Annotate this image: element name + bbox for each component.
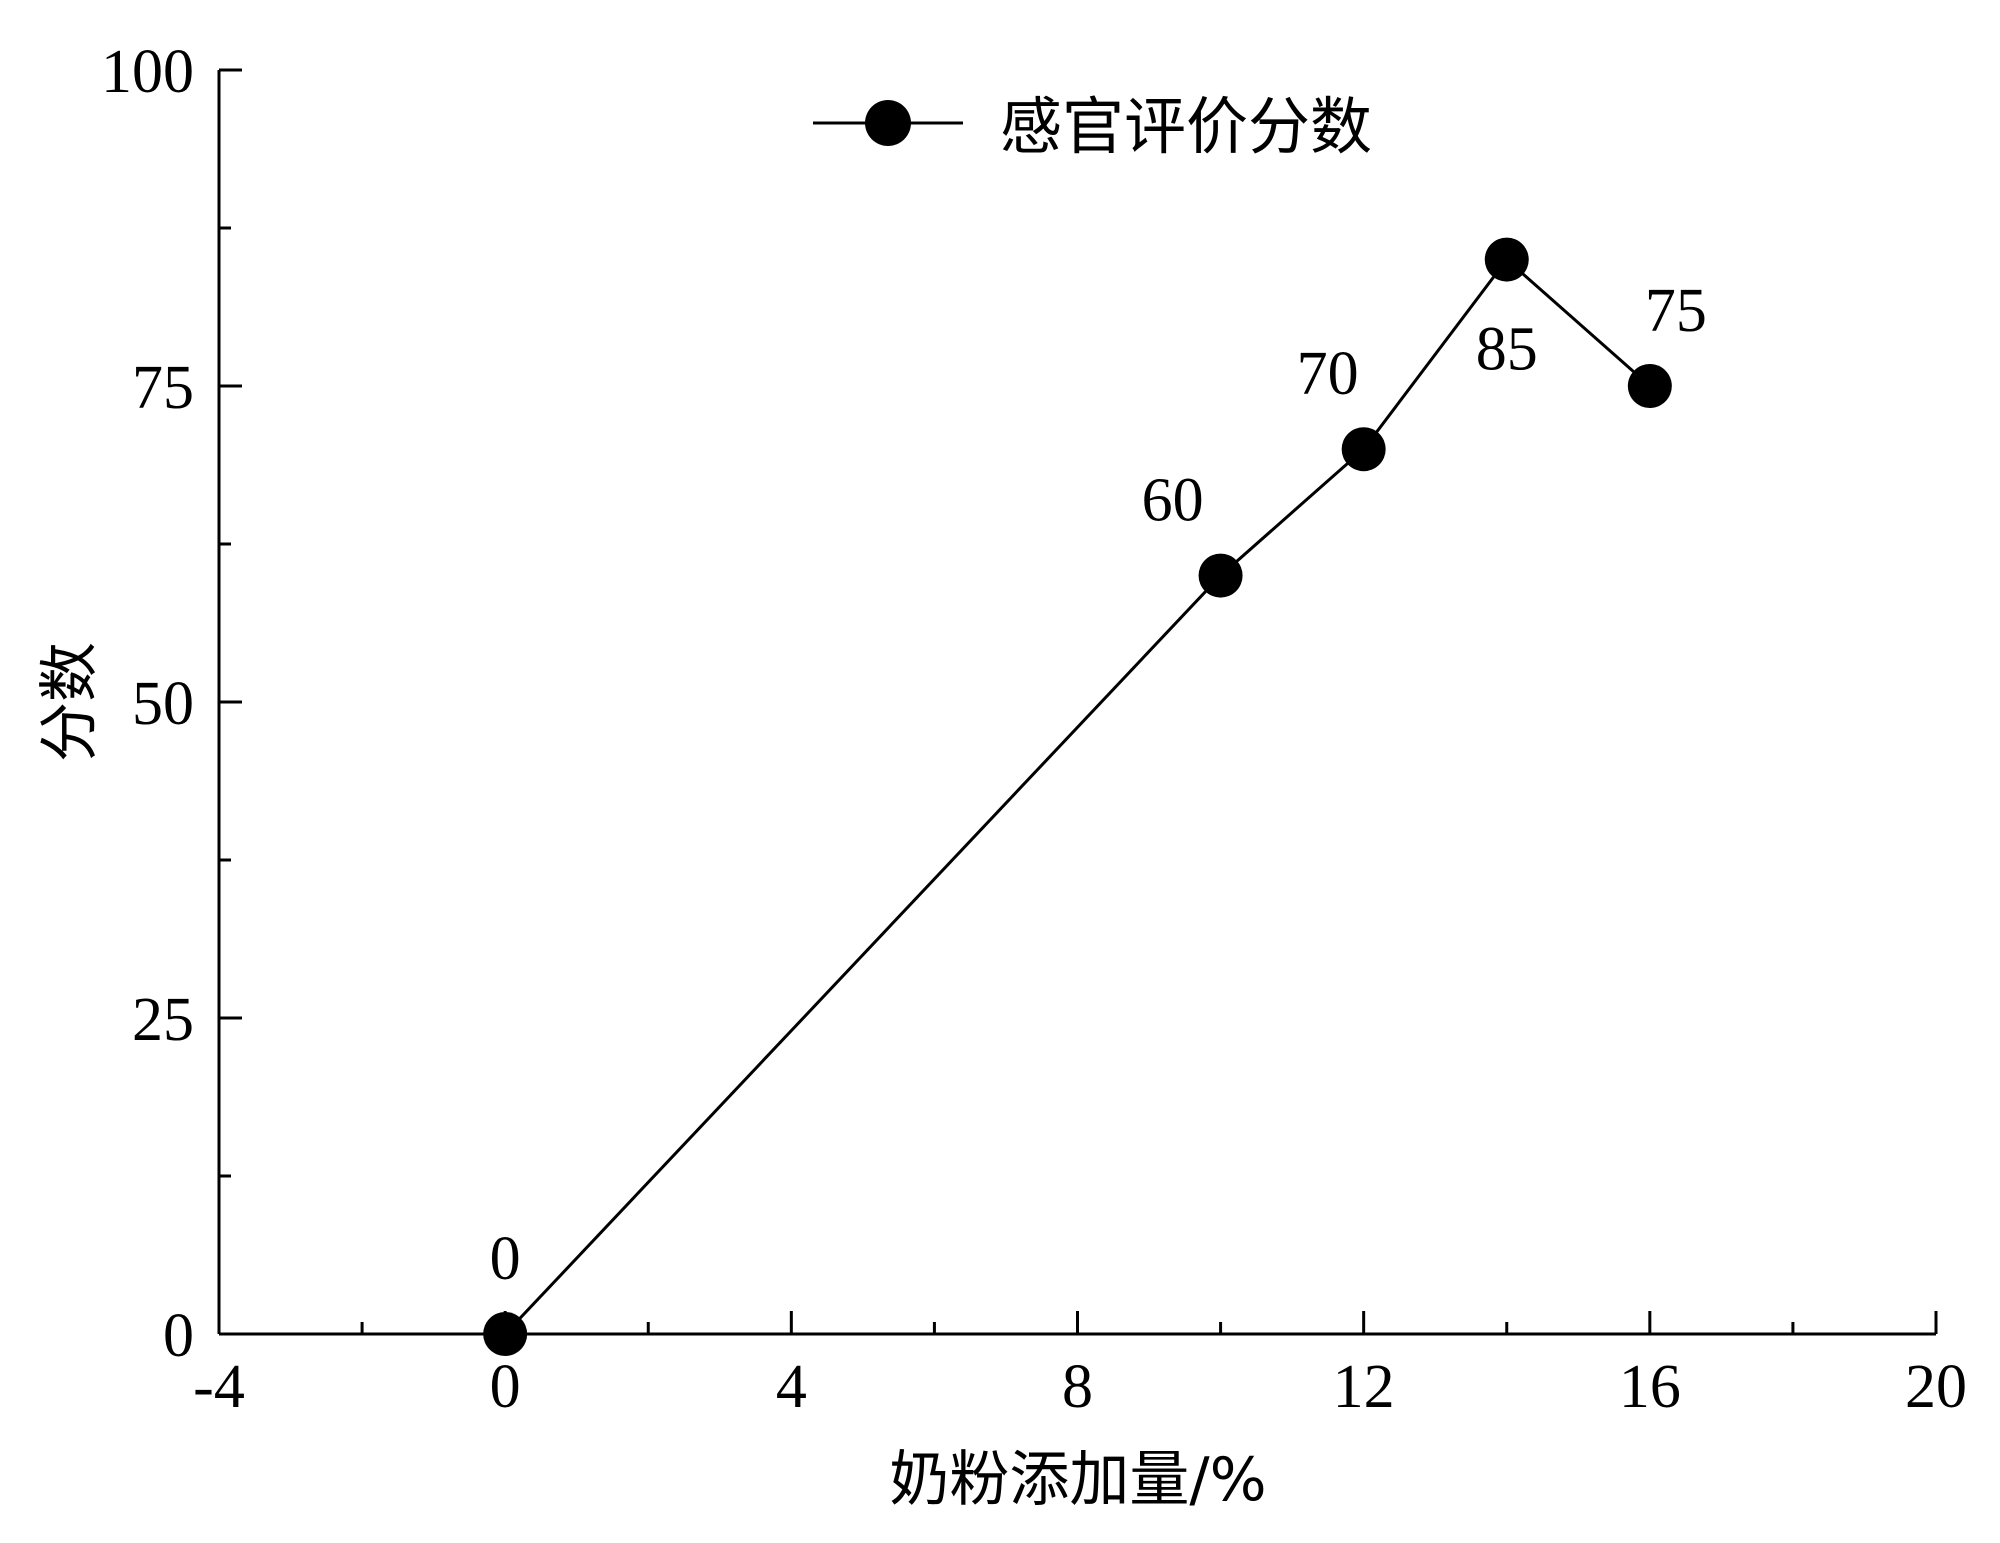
- x-axis-title: 奶粉添加量/%: [889, 1445, 1266, 1515]
- y-tick-label: 100: [101, 38, 194, 106]
- x-tick-label: 4: [776, 1353, 807, 1421]
- legend-marker: [865, 100, 911, 146]
- axes: [217, 70, 1936, 1336]
- data-label: 70: [1297, 340, 1359, 408]
- y-tick-label: 50: [132, 670, 194, 738]
- x-tick-label: 16: [1619, 1353, 1681, 1421]
- y-axis-title: 分数: [35, 642, 105, 762]
- x-tick-label: 0: [490, 1353, 521, 1421]
- y-tick-label: 0: [163, 1302, 194, 1370]
- x-tick-label: 20: [1905, 1353, 1967, 1421]
- series-line: [504, 257, 1651, 1336]
- data-label: 0: [490, 1225, 521, 1293]
- data-point: [1484, 237, 1529, 282]
- data-label: 75: [1645, 277, 1707, 345]
- y-tick-label: 75: [132, 354, 194, 422]
- data-point: [483, 1312, 528, 1356]
- legend: 感官评价分数: [813, 90, 1372, 163]
- data-label: 60: [1142, 467, 1204, 535]
- x-tick-label: 12: [1333, 1353, 1395, 1421]
- x-tick-label: 8: [1062, 1353, 1093, 1421]
- data-point: [1627, 364, 1672, 408]
- x-tick-label: -4: [193, 1353, 245, 1421]
- data-point: [1198, 553, 1243, 598]
- y-tick-label: 25: [132, 986, 194, 1054]
- series-layer: [483, 237, 1672, 1356]
- data-point: [1341, 427, 1386, 472]
- legend-label: 感官评价分数: [1000, 90, 1372, 163]
- data-label: 85: [1476, 316, 1538, 384]
- data-labels: 0 60 70 85 75: [490, 277, 1707, 1293]
